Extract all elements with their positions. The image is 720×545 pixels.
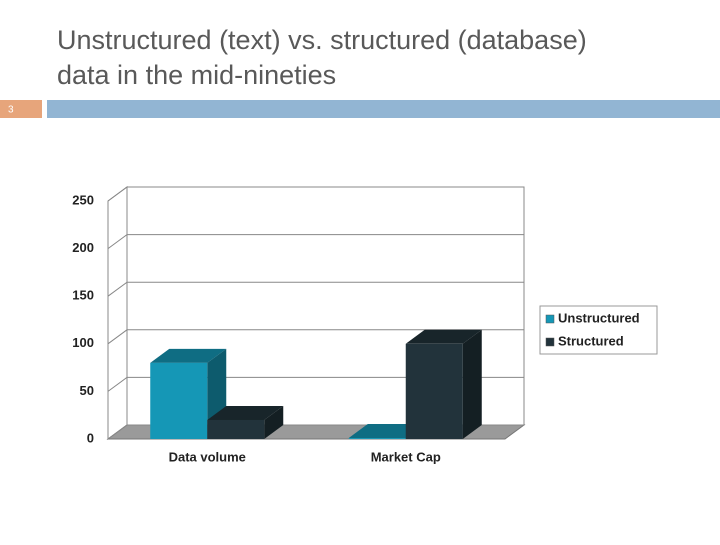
bar-front: [405, 343, 463, 439]
slide-number: 3: [8, 105, 14, 116]
y-tick-label: 0: [87, 430, 94, 445]
grid-line: [107, 281, 524, 297]
legend-label: Unstructured: [558, 310, 640, 325]
grid-line: [107, 234, 524, 250]
grid-line: [107, 186, 524, 202]
bar-side: [264, 405, 284, 439]
legend: [539, 305, 658, 355]
bar-top: [150, 348, 227, 363]
slide-number-box: [0, 100, 42, 118]
bar: [405, 329, 482, 439]
bar-front: [348, 438, 406, 439]
grid-line: [107, 376, 524, 392]
grid-line: [107, 329, 524, 345]
y-tick-label: 100: [72, 335, 94, 350]
slide-title: Unstructured (text) vs. structured (data…: [57, 25, 587, 55]
slide-title: data in the mid-nineties: [57, 60, 336, 90]
bar-front: [207, 419, 265, 439]
legend-label: Structured: [558, 333, 624, 348]
bar-side: [462, 329, 482, 439]
y-tick-label: 50: [80, 383, 94, 398]
bar-top: [207, 405, 284, 420]
x-tick-label: Market Cap: [371, 449, 441, 464]
x-tick-label: Data volume: [169, 449, 246, 464]
y-tick-label: 250: [72, 192, 94, 207]
bar: [207, 405, 284, 439]
y-tick-label: 150: [72, 288, 94, 303]
bar-front: [150, 362, 208, 439]
bar-top: [405, 329, 482, 344]
bar: [150, 348, 227, 439]
side-wall: [107, 186, 128, 440]
legend-swatch: [545, 314, 555, 324]
legend-swatch: [545, 337, 555, 347]
header-bar: [47, 100, 720, 118]
y-tick-label: 200: [72, 240, 94, 255]
